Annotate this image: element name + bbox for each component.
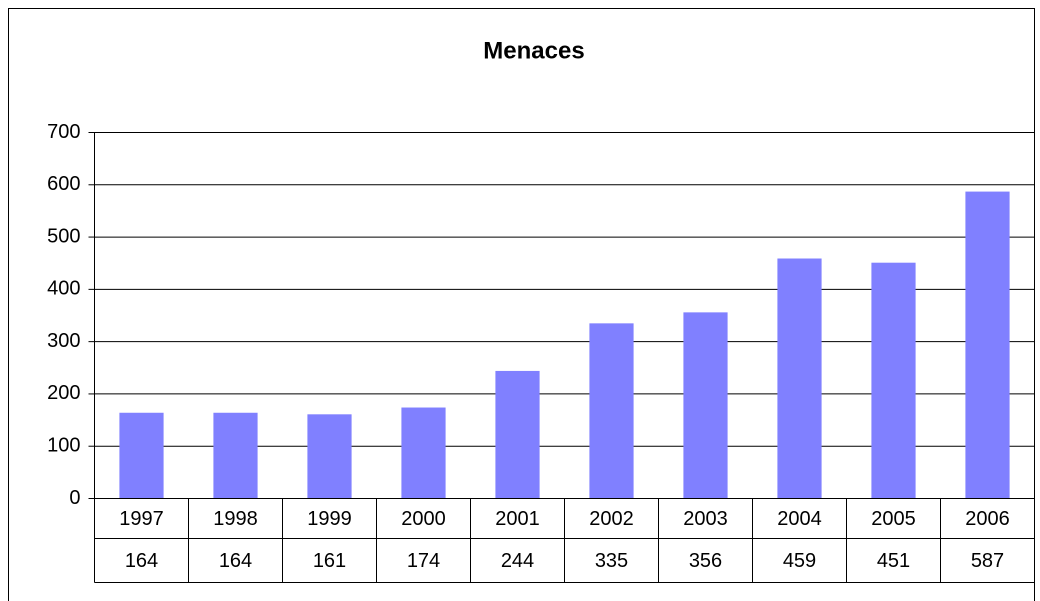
x-tick-label: 1999: [307, 508, 352, 530]
y-tick-label: 700: [47, 121, 80, 143]
y-tick-label: 100: [47, 434, 80, 456]
table-value: 335: [595, 550, 628, 572]
table-value: 174: [407, 550, 440, 572]
bar: [213, 412, 258, 499]
y-tick-label: 600: [47, 173, 80, 195]
x-tick-label: 2003: [683, 508, 728, 530]
y-tick-label: 200: [47, 382, 80, 404]
bar: [401, 407, 446, 499]
table-value: 244: [501, 550, 534, 572]
table-value: 161: [313, 550, 346, 572]
y-tick-label: 0: [69, 487, 80, 509]
x-tick-label: 2002: [589, 508, 634, 530]
table-value: 164: [125, 550, 158, 572]
bar: [589, 323, 634, 499]
table-value: 356: [689, 550, 722, 572]
chart-border: [8, 8, 1035, 601]
x-tick-label: 1998: [213, 508, 258, 530]
table-value: 587: [971, 550, 1004, 572]
chart-title: Menaces: [483, 37, 584, 64]
bar: [119, 412, 164, 499]
bar: [307, 414, 352, 499]
x-tick-label: 2004: [777, 508, 822, 530]
x-tick-label: 1997: [119, 508, 164, 530]
table-value: 164: [219, 550, 252, 572]
bar: [777, 258, 822, 499]
y-tick-label: 400: [47, 278, 80, 300]
table-value: 451: [877, 550, 910, 572]
bar: [871, 262, 916, 499]
x-tick-label: 2005: [871, 508, 916, 530]
bar: [965, 191, 1010, 499]
x-tick-label: 2001: [495, 508, 540, 530]
x-tick-label: 2006: [965, 508, 1010, 530]
table-value: 459: [783, 550, 816, 572]
bar: [683, 312, 728, 499]
y-tick-label: 500: [47, 225, 80, 247]
y-tick-label: 300: [47, 330, 80, 352]
bar: [495, 370, 540, 499]
x-tick-label: 2000: [401, 508, 446, 530]
